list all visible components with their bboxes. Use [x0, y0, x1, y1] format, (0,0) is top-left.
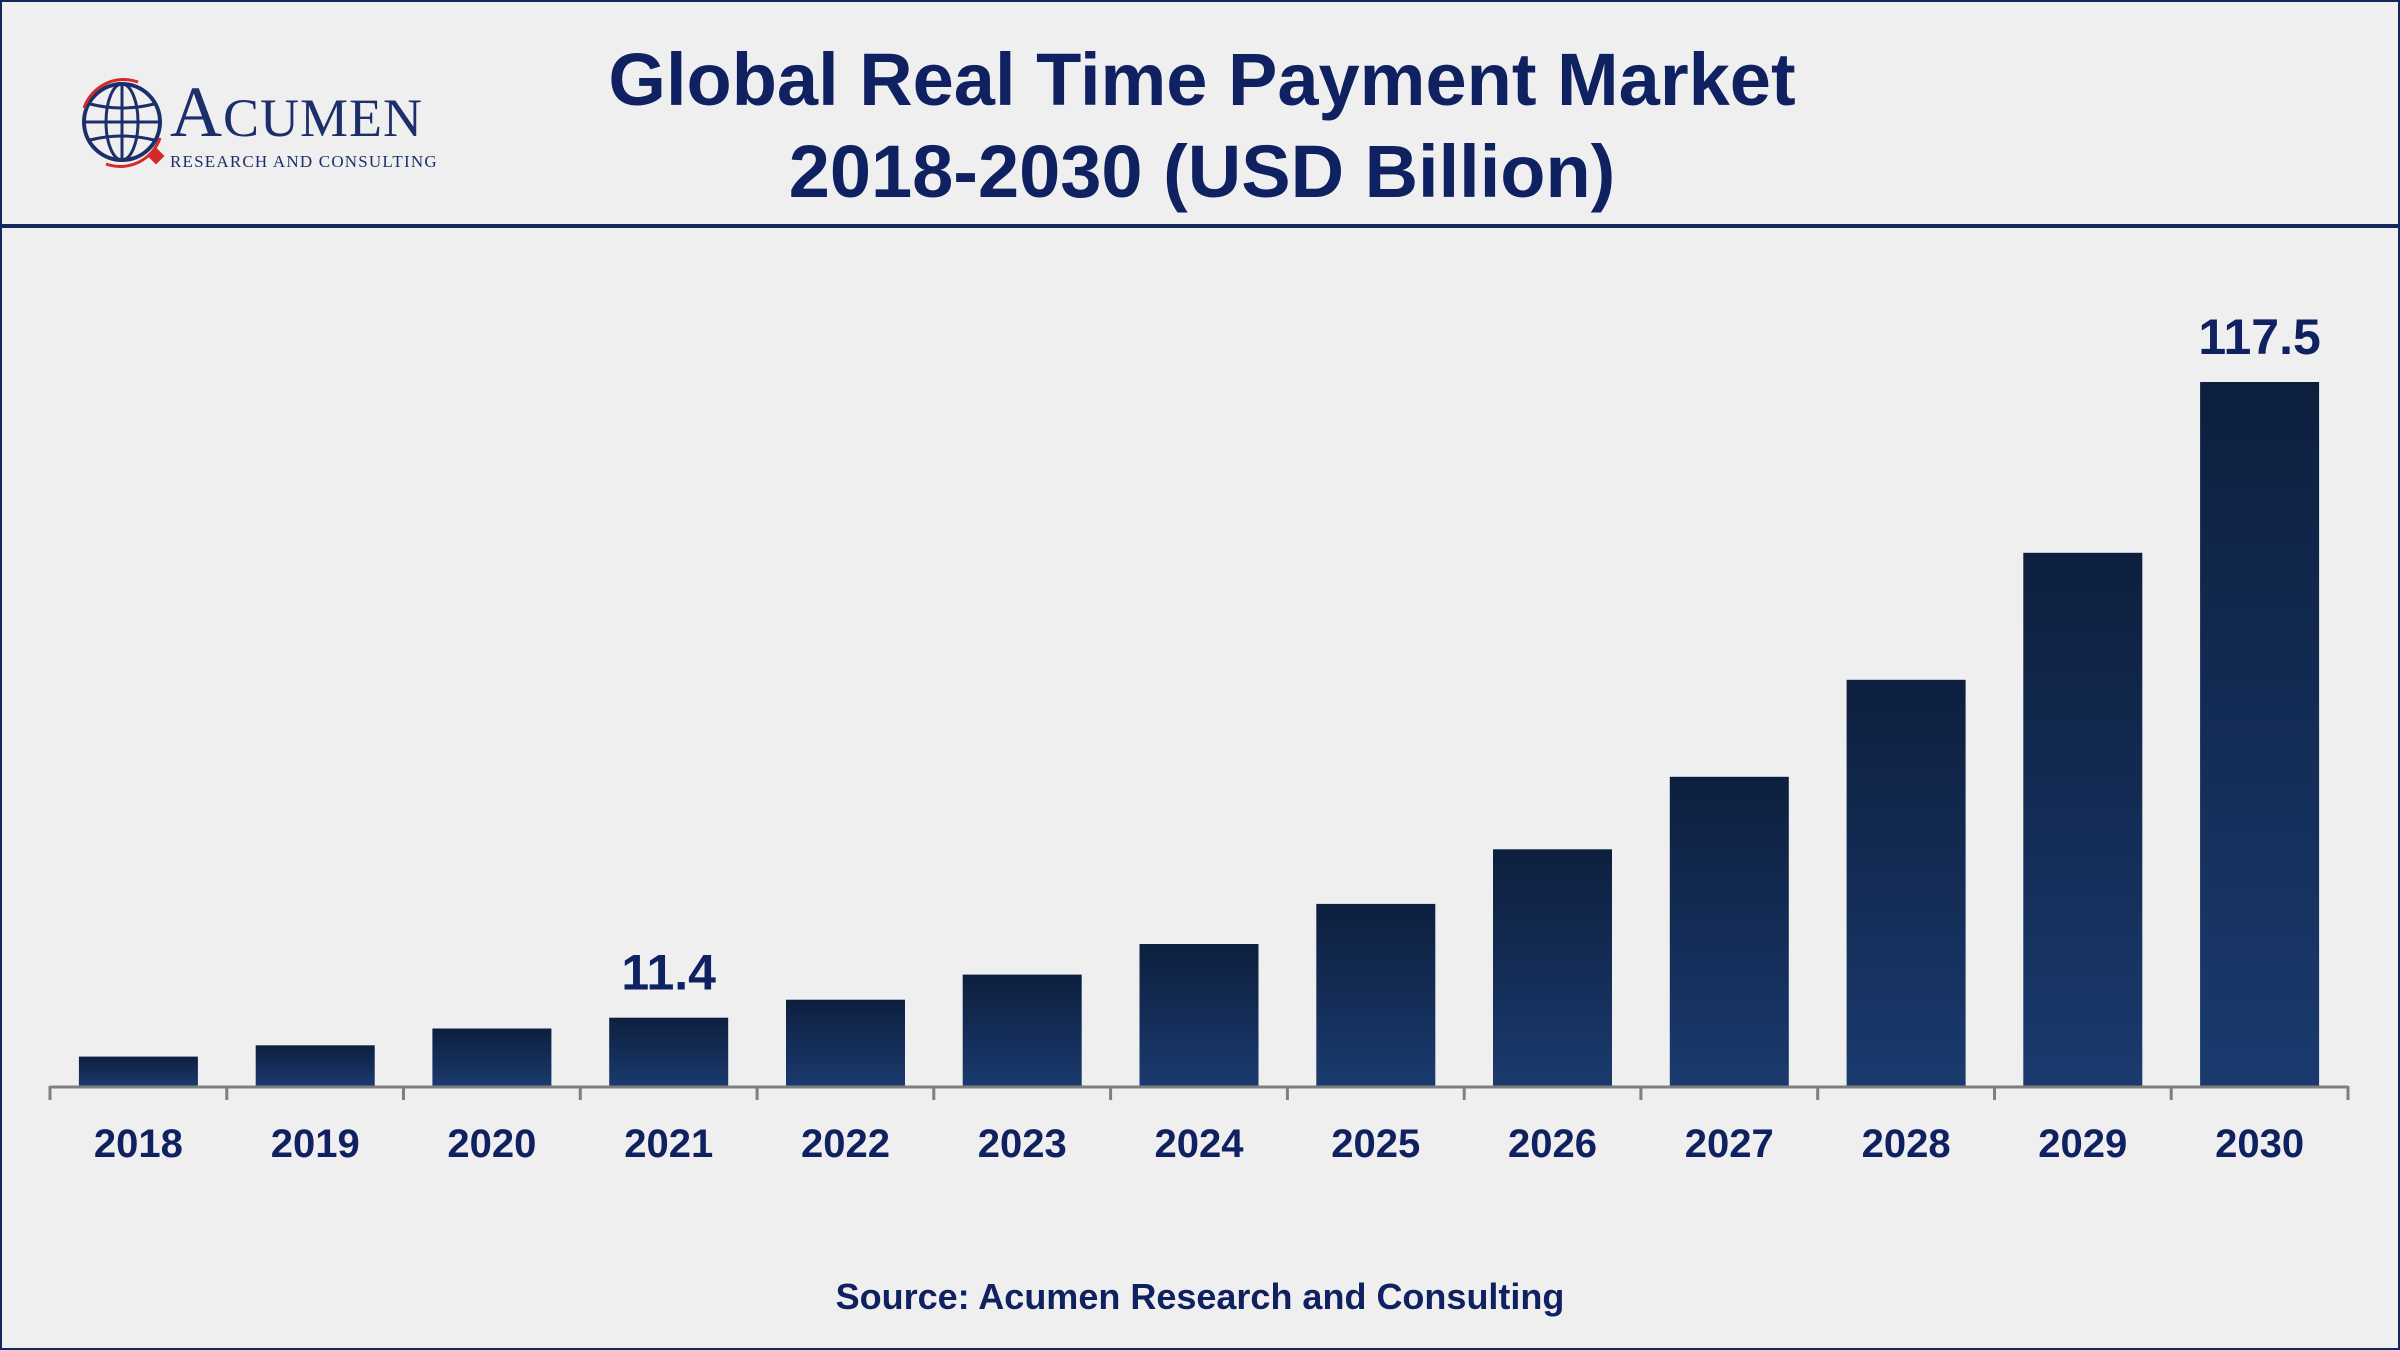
bar-2029 — [2023, 552, 2143, 1086]
bar-2024 — [1139, 944, 1259, 1086]
x-tick-label-2024: 2024 — [1155, 1122, 1245, 1166]
x-tick-label-2027: 2027 — [1685, 1122, 1774, 1166]
bar-2018 — [78, 1056, 198, 1086]
x-tick-label-2018: 2018 — [94, 1122, 183, 1166]
x-tick-label-2021: 2021 — [624, 1122, 713, 1166]
x-tick-label-2029: 2029 — [2038, 1122, 2127, 1166]
company-logo: ACUMEN RESEARCH AND CONSULTING — [78, 72, 478, 178]
x-tick-label-2019: 2019 — [271, 1122, 360, 1166]
bar-2025 — [1316, 903, 1436, 1086]
header: ACUMEN RESEARCH AND CONSULTING Global Re… — [2, 2, 2398, 224]
x-tick-label-2023: 2023 — [978, 1122, 1067, 1166]
data-label-2030: 117.5 — [2198, 309, 2320, 365]
bar-2023 — [962, 974, 1082, 1086]
bar-2028 — [1846, 679, 1966, 1086]
logo-wordmark: ACUMEN — [170, 72, 424, 152]
x-tick-label-2025: 2025 — [1331, 1122, 1420, 1166]
bar-2027 — [1669, 776, 1789, 1086]
bar-2020 — [432, 1028, 552, 1086]
bar-2019 — [255, 1045, 375, 1086]
chart-title-line-1: Global Real Time Payment Market — [608, 38, 1796, 121]
logo-tagline: RESEARCH AND CONSULTING — [170, 152, 438, 171]
chart-title-line-2: 2018-2030 (USD Billion) — [788, 130, 1616, 213]
x-axis — [48, 1085, 2350, 1100]
labels-group: 2018 2019 2020 2021 2022 2023 2024 2025 2026 2027… — [94, 309, 2321, 1166]
bar-2022 — [786, 999, 905, 1086]
x-tick-label-2028: 2028 — [1862, 1122, 1951, 1166]
data-label-2021: 11.4 — [621, 945, 716, 1001]
x-tick-label-2020: 2020 — [447, 1122, 536, 1166]
x-tick-label-2026: 2026 — [1508, 1122, 1597, 1166]
source-note: Source: Acumen Research and Consulting — [835, 1276, 1565, 1317]
x-tick-label-2022: 2022 — [801, 1122, 890, 1166]
x-tick-label-2030: 2030 — [2215, 1122, 2304, 1166]
chart-title: Global Real Time Payment Market 2018-203… — [482, 34, 1922, 218]
bar-2030 — [2200, 382, 2320, 1086]
bar-2026 — [1493, 849, 1612, 1086]
bars-group — [78, 382, 2320, 1086]
globe-icon — [82, 78, 165, 168]
header-divider — [2, 224, 2398, 228]
bar-2021 — [609, 1017, 729, 1086]
